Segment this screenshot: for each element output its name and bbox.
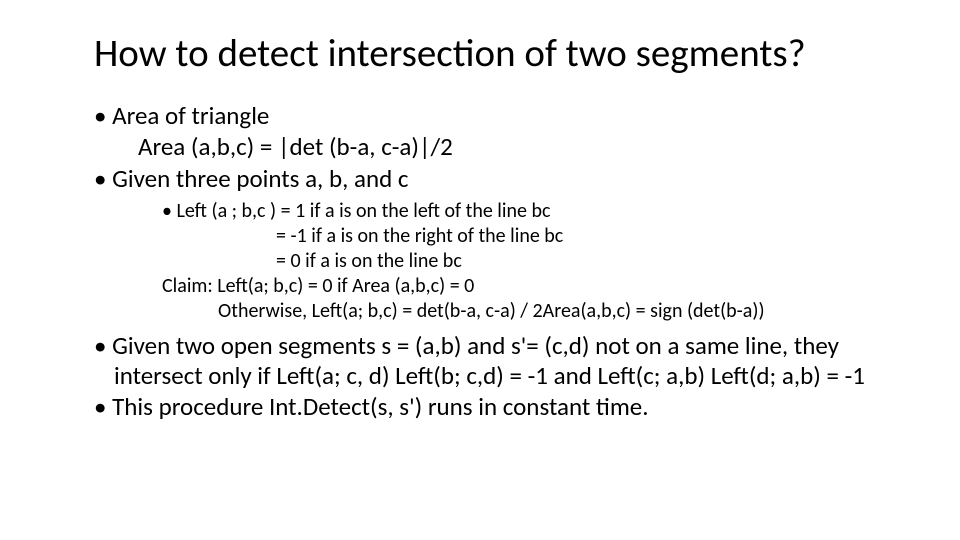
sub-claim: Claim: Left(a; b,c) = 0 if Area (a,b,c) … (60, 274, 900, 298)
slide-body: Area of triangle Area (a,b,c) = |det (b-… (60, 101, 900, 422)
bullet-three-points: Given three points a, b, and c (60, 164, 900, 194)
bullet-area-formula: Area (a,b,c) = |det (b-a, c-a)|/2 (60, 132, 900, 162)
bullet-procedure: This procedure Int.Detect(s, s') runs in… (60, 392, 900, 422)
sub-left-def-1: Left (a ; b,c ) = 1 if a is on the left … (60, 199, 900, 223)
slide: How to detect intersection of two segmen… (0, 0, 960, 540)
sub-claim-otherwise: Otherwise, Left(a; b,c) = det(b-a, c-a) … (60, 299, 900, 323)
sub-left-def-2: = -1 if a is on the right of the line bc (60, 224, 900, 248)
bullet-segments: Given two open segments s = (a,b) and s'… (60, 331, 900, 390)
slide-title: How to detect intersection of two segmen… (94, 32, 900, 77)
sub-left-def-3: = 0 if a is on the line bc (60, 249, 900, 273)
sub-block: Left (a ; b,c ) = 1 if a is on the left … (60, 199, 900, 323)
bullet-area-triangle: Area of triangle (60, 101, 900, 131)
